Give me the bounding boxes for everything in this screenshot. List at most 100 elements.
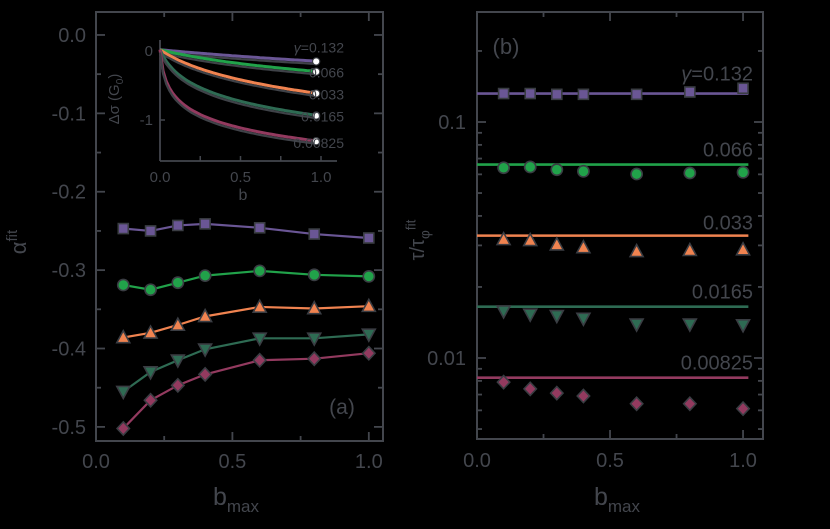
inset: 0.0 0.5 1.0 0 -1 γ=0.132 0.066 0.033 0.0165 0.008… [106, 39, 344, 204]
data-point [575, 238, 592, 254]
x-tick-label: 1.0 [355, 451, 383, 473]
data-point [496, 374, 511, 390]
y-tick-label: 0.1 [438, 112, 466, 134]
y-tick-label: 0.01 [427, 348, 466, 370]
data-point [575, 312, 592, 327]
data-point [630, 88, 643, 101]
data-point [735, 318, 751, 334]
data-point [735, 400, 751, 417]
inset-curve [158, 49, 317, 143]
series-line [123, 222, 369, 240]
data-point [306, 332, 323, 347]
panel-b: 0.0 0.5 1.0 0.1 0.01 γ=0.132 0.066 0.033 0.0165 0… [404, 11, 764, 516]
data-point [495, 230, 512, 246]
data-point [115, 329, 132, 344]
axis-label-b-max: bmax [213, 483, 260, 516]
inset-x-tick-label: 0.0 [150, 169, 171, 186]
data-point [306, 300, 323, 315]
inset-x-tick-label: 1.0 [311, 169, 332, 186]
axis-label-b-max: bmax [594, 483, 641, 516]
data-point [144, 225, 157, 237]
series-line [123, 305, 369, 339]
panel-a-frame [95, 11, 384, 442]
data-point [197, 343, 213, 358]
data-point [497, 87, 510, 100]
data-point [681, 318, 698, 333]
data-point [115, 385, 132, 401]
data-point [197, 366, 213, 383]
data-point [684, 86, 696, 98]
data-point [361, 345, 377, 361]
inset-gamma-label: 0.066 [309, 65, 344, 81]
y-tick-label: -0.2 [52, 182, 86, 204]
panel-a-label: (a) [329, 396, 355, 419]
data-point [495, 305, 512, 320]
inset-fit-curve [159, 52, 317, 120]
data-point [360, 297, 377, 313]
data-point [628, 242, 645, 258]
data-point [197, 307, 213, 323]
data-point [362, 269, 376, 283]
data-point [630, 167, 644, 181]
data-point [143, 392, 158, 409]
inset-fit-curve [158, 52, 317, 145]
data-point [117, 222, 130, 235]
data-point [251, 332, 268, 347]
panel-a: 0.0 0.5 1.0 0.0 -0.1 -0.2 -0.3 -0.4 -0.5 (a) bmax α… [4, 11, 384, 516]
inset-axis-label-b: b [239, 187, 248, 204]
panel-b-frame [476, 11, 764, 440]
data-point [522, 231, 539, 247]
y-tick-label: -0.4 [52, 339, 86, 361]
axis-label-alpha-fit: αfit [4, 229, 31, 254]
inset-gamma-label: 0.033 [309, 86, 344, 102]
gamma-label: γ=0.132 [681, 64, 753, 86]
data-point [115, 420, 131, 437]
series-line [123, 269, 369, 291]
inset-fit-curve [159, 51, 317, 76]
data-point [681, 241, 698, 257]
data-point [522, 308, 539, 323]
gamma-label: 0.033 [703, 213, 753, 235]
data-point [170, 316, 186, 331]
data-point [306, 350, 322, 367]
y-tick-label: -0.3 [52, 260, 86, 282]
inset-x-tick-label: 0.5 [230, 169, 251, 186]
data-point [522, 381, 538, 397]
data-point [682, 395, 698, 412]
data-point [116, 278, 130, 292]
data-point [172, 219, 184, 232]
data-point [253, 221, 266, 234]
data-point [577, 88, 590, 101]
data-point [548, 309, 565, 325]
data-point [735, 241, 751, 256]
x-tick-label: 0.0 [463, 450, 491, 472]
data-point [360, 328, 377, 343]
gamma-label: 0.00825 [681, 353, 753, 375]
data-point [170, 377, 186, 394]
endpoint-marker [312, 89, 321, 98]
y-tick-label: -0.1 [52, 103, 86, 125]
inset-gamma-label: 0.00825 [293, 135, 344, 151]
data-point [142, 366, 159, 381]
endpoint-marker [312, 111, 321, 120]
inset-y-tick-label: -1 [140, 112, 153, 129]
data-point [577, 164, 590, 178]
inset-fit-curve [159, 51, 317, 98]
data-point [576, 388, 591, 404]
data-point [497, 161, 511, 175]
inset-gamma-label: γ=0.132 [294, 39, 344, 55]
data-point [171, 276, 185, 290]
x-tick-label: 0.0 [82, 451, 110, 473]
data-point [144, 283, 157, 297]
inset-curve [158, 49, 317, 117]
inset-curve [159, 48, 317, 63]
data-point [551, 88, 563, 101]
data-point [629, 395, 644, 412]
data-point [523, 160, 537, 174]
gamma-label: 0.066 [703, 140, 753, 162]
inset-axis-label-delta-sigma: Δσ (G0) [106, 74, 126, 125]
y-tick-label: 0.0 [58, 25, 86, 47]
data-point [252, 352, 267, 369]
